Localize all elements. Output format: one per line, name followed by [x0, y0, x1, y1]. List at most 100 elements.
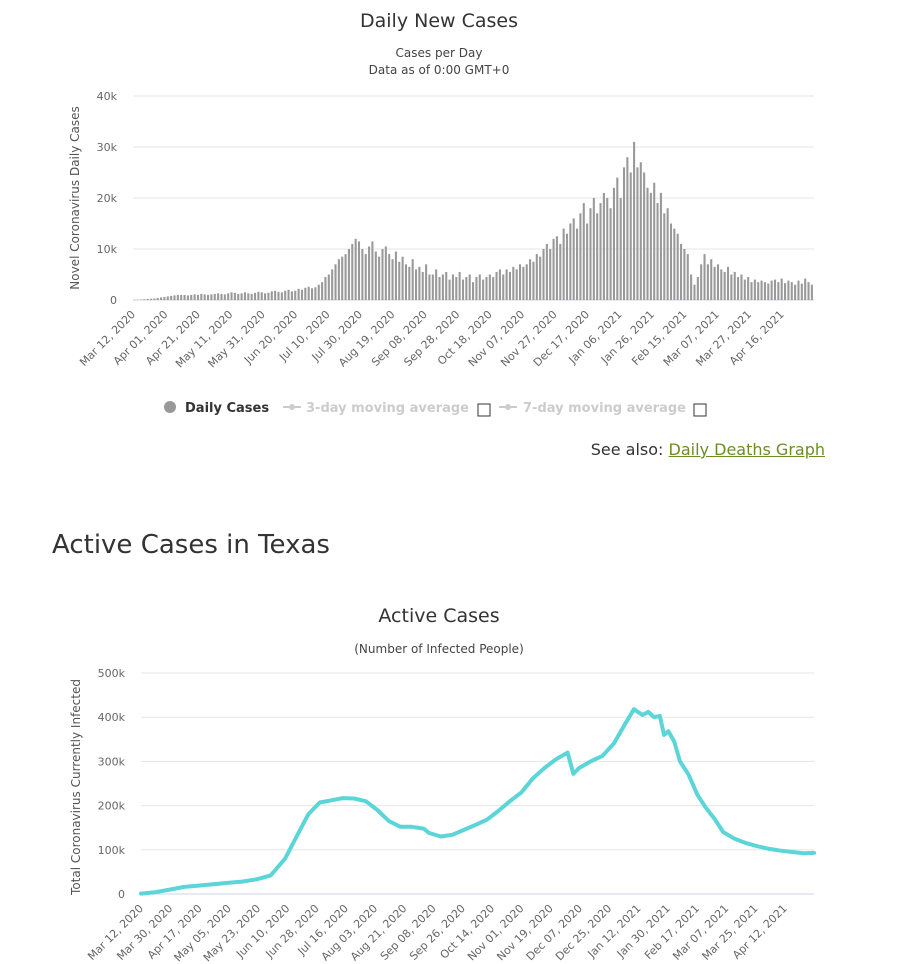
bar: [565, 233, 569, 300]
bar: [374, 251, 377, 300]
legend-ma3-label[interactable]: 3-day moving average: [306, 401, 469, 416]
x-tick-label: Aug 19, 2020: [336, 308, 397, 369]
active-cases-line: [139, 707, 816, 896]
x-tick-label: Nov 07, 2020: [466, 308, 527, 369]
bar: [502, 274, 505, 300]
bar: [545, 243, 548, 300]
bar: [344, 254, 347, 300]
bar: [740, 274, 743, 300]
x-tick-label: May 11, 2020: [173, 308, 235, 370]
bar: [368, 246, 371, 300]
bar: [468, 274, 471, 300]
bar: [505, 269, 508, 300]
bar: [773, 279, 777, 300]
bar: [264, 293, 267, 300]
bar: [700, 264, 703, 300]
bar: [445, 271, 448, 300]
bar: [747, 277, 750, 300]
bar: [334, 264, 337, 300]
bar: [663, 213, 666, 300]
bar: [210, 294, 213, 300]
bar: [683, 249, 686, 300]
bar-series: [133, 141, 813, 301]
bar: [730, 274, 733, 300]
bar: [525, 264, 528, 300]
bar: [170, 295, 173, 300]
bar: [213, 293, 216, 300]
bar: [384, 246, 387, 300]
bar: [606, 198, 609, 300]
bar: [314, 287, 317, 300]
x-tick-label: Mar 12, 2020: [77, 308, 138, 369]
bar: [388, 254, 391, 300]
bar: [143, 299, 146, 301]
bar: [331, 269, 334, 300]
section-title: Active Cases in Texas: [52, 530, 330, 560]
bar: [760, 280, 763, 300]
chart-title: Active Cases: [378, 605, 499, 627]
bar: [794, 284, 797, 300]
bar: [230, 292, 233, 300]
bar: [455, 277, 458, 300]
bar: [146, 298, 149, 300]
bar: [220, 293, 223, 300]
bar: [562, 228, 565, 300]
bar: [458, 271, 461, 300]
y-tick-label: 0: [118, 888, 125, 901]
bar: [414, 269, 418, 300]
bar: [733, 271, 736, 300]
bar: [693, 284, 696, 300]
bar: [270, 291, 273, 300]
bar: [757, 282, 760, 300]
bar: [549, 249, 552, 300]
x-tick-label: Nov 27, 2020: [498, 308, 559, 369]
bar: [810, 284, 813, 300]
bar: [784, 283, 787, 300]
bar: [488, 274, 491, 300]
bar: [690, 274, 693, 300]
y-tick-labels: 0 100k 200k 300k 400k 500k: [98, 667, 126, 901]
bar: [166, 296, 169, 300]
bar: [398, 261, 401, 300]
bar: [227, 293, 230, 300]
bar: [777, 282, 780, 300]
daily-deaths-graph-link[interactable]: Daily Deaths Graph: [668, 440, 825, 459]
bar: [421, 271, 424, 300]
bar: [673, 228, 676, 300]
bar: [710, 259, 713, 300]
bar: [311, 288, 314, 300]
bar: [539, 256, 542, 300]
y-axis-label: Novel Coronavirus Daily Cases: [68, 106, 82, 289]
bar: [716, 264, 719, 300]
bar: [394, 251, 397, 300]
bar: [763, 282, 766, 300]
bar: [485, 277, 488, 300]
chart-subtitle-line2: Data as of 0:00 GMT+0: [369, 63, 510, 77]
see-also-label: See also:: [590, 440, 664, 459]
bar: [472, 282, 475, 300]
bar: [649, 192, 652, 300]
y-tick-label: 200k: [98, 800, 126, 813]
legend-daily-marker[interactable]: [164, 401, 176, 413]
y-tick-label: 20k: [97, 192, 118, 205]
bar: [428, 274, 431, 300]
bar: [478, 274, 481, 300]
legend-ma7-checkbox[interactable]: [693, 403, 707, 417]
bar: [448, 279, 451, 300]
bar: [626, 157, 629, 300]
bar: [183, 294, 186, 300]
bar: [317, 284, 320, 300]
bar: [552, 238, 555, 300]
bar: [441, 274, 444, 300]
legend-ma3-checkbox[interactable]: [477, 403, 491, 417]
y-tick-label: 100k: [98, 844, 126, 857]
bar: [451, 274, 454, 300]
legend-ma7-label[interactable]: 7-day moving average: [523, 401, 686, 416]
legend-daily-label[interactable]: Daily Cases: [185, 401, 269, 416]
bar: [807, 282, 810, 300]
bar: [361, 249, 364, 300]
bar: [542, 249, 545, 300]
bar: [569, 223, 572, 300]
bar: [217, 293, 220, 300]
